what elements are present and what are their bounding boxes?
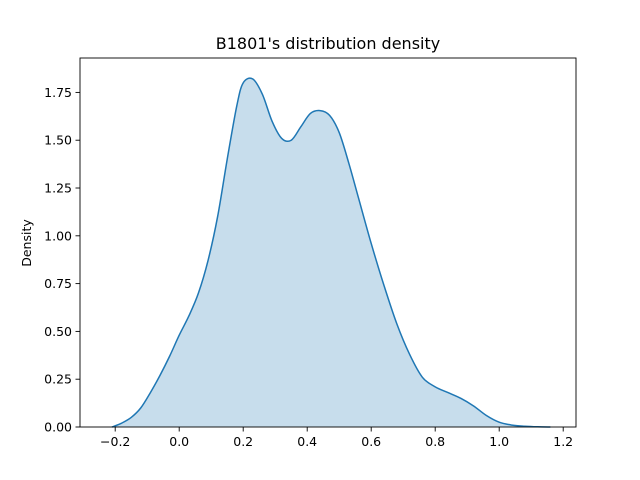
x-tick-label: 1.2 [553,434,573,449]
density-curve [111,77,551,428]
y-tick-label: 1.25 [44,181,72,196]
x-tick-label: 1.0 [489,434,509,449]
density-area-fill [112,78,551,428]
x-tick-label: 0.8 [425,434,445,449]
plot-area [111,77,551,428]
y-tick-label: 0.00 [44,420,72,435]
y-axis-label: Density [19,219,34,267]
y-tick-label: 0.50 [44,324,72,339]
y-tick-label: 0.75 [44,276,72,291]
y-tick-label: 1.75 [44,85,72,100]
axes-frame [79,57,577,428]
x-tick-label: 0.4 [297,434,317,449]
x-tick-label: 0.0 [169,434,189,449]
chart-title: B1801's distribution density [216,34,440,53]
x-tick-label: 0.2 [233,434,253,449]
y-tick-label: 1.50 [44,133,72,148]
y-tick-label: 0.25 [44,372,72,387]
x-tick-label: −0.2 [100,434,130,449]
axes: −0.2 0.0 0.2 0.4 0.6 0.8 1.0 1.2 0.00 0.25 0.50 0.7… [44,57,577,449]
y-tick-label: 1.00 [44,228,72,243]
x-tick-label: 0.6 [361,434,381,449]
